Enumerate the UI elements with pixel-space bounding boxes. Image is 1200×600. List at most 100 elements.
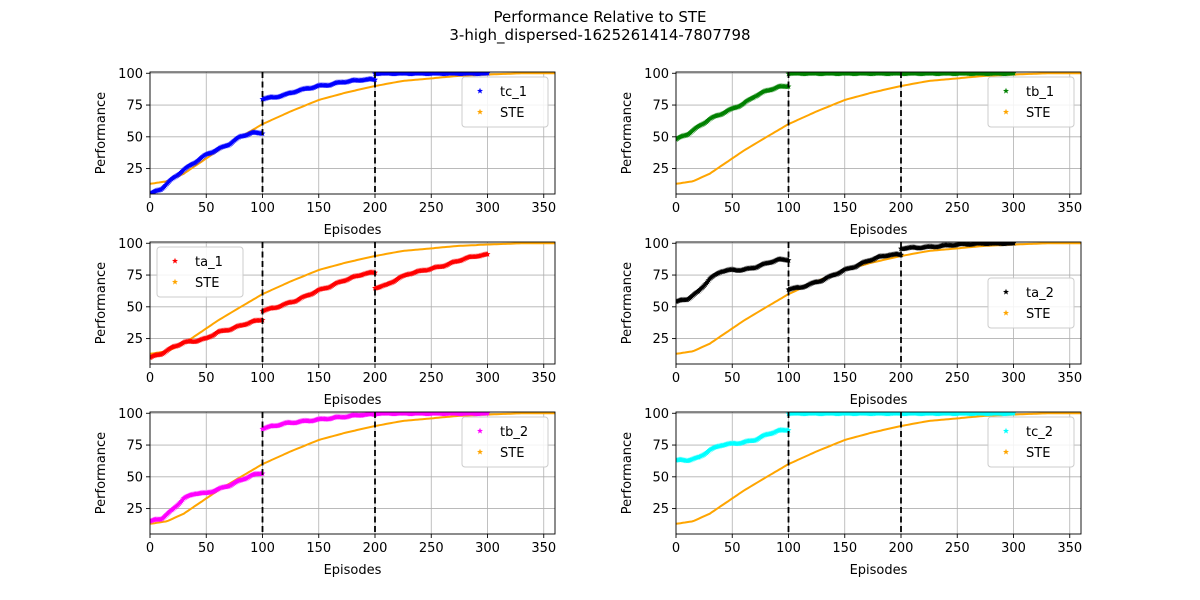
legend-label-STE: STE: [500, 106, 524, 121]
legend-label-STE: STE: [1026, 446, 1050, 461]
legend-label-ta_1: ta_1: [195, 255, 223, 270]
legend-marker-ta_2: [1003, 288, 1009, 295]
legend-box: [156, 246, 244, 298]
x-tick-label: 50: [724, 201, 741, 216]
y-tick-label: 25: [652, 332, 669, 347]
y-tick-label: 50: [126, 130, 143, 145]
y-tick-label: 25: [652, 502, 669, 517]
axes-frame: [149, 241, 556, 365]
y-tick-label: 100: [118, 407, 143, 422]
legend-marker-tb_2: [477, 427, 483, 434]
x-tick-label: 150: [306, 201, 331, 216]
x-tick-label: 300: [1001, 371, 1026, 386]
x-tick-label: 100: [776, 541, 801, 556]
x-axis-label: Episodes: [850, 563, 908, 578]
axes-frame: [675, 241, 1082, 365]
x-tick-label: 350: [1057, 201, 1082, 216]
x-tick-label: 0: [146, 541, 154, 556]
x-tick-label: 200: [889, 371, 914, 386]
y-tick-label: 100: [118, 237, 143, 252]
x-tick-label: 250: [945, 541, 970, 556]
plot-area: [676, 242, 1081, 355]
x-tick-label: 350: [1057, 371, 1082, 386]
plot-area: [150, 72, 555, 194]
legend-label-STE: STE: [1026, 307, 1050, 322]
legend-marker-STE: [477, 448, 483, 455]
legend-label-STE: STE: [195, 276, 219, 291]
x-tick-label: 100: [250, 201, 275, 216]
plot-area: [150, 242, 555, 361]
x-tick-label: 250: [945, 371, 970, 386]
legend-box: [987, 416, 1075, 468]
legend-label-tb_1: tb_1: [1026, 85, 1054, 100]
series-ta_1: [150, 251, 491, 361]
legend-marker-tc_2: [1003, 427, 1009, 434]
x-tick-label: 100: [776, 371, 801, 386]
x-tick-label: 100: [250, 541, 275, 556]
y-tick-label: 75: [126, 99, 143, 114]
data-point: [372, 76, 378, 83]
y-tick-label: 50: [652, 130, 669, 145]
legend-label-ta_2: ta_2: [1026, 286, 1054, 301]
legend-box: [461, 76, 549, 128]
legend-marker-tb_1: [1003, 87, 1009, 94]
subplot-2: 0 50 100 150 200 250 300 350 25 50 75 100 Episodes Pe…: [620, 67, 1082, 238]
series-tc_1: [150, 72, 491, 194]
x-tick-label: 50: [198, 201, 215, 216]
y-axis-label: Performance: [620, 262, 635, 344]
legend: ta_1 STE: [156, 246, 244, 298]
y-axis-label: Performance: [620, 92, 635, 174]
series-tc_2: [676, 412, 1017, 464]
x-tick-label: 300: [475, 541, 500, 556]
x-tick-label: 150: [306, 541, 331, 556]
x-tick-label: 250: [945, 201, 970, 216]
x-axis-label: Episodes: [324, 563, 382, 578]
x-tick-label: 150: [832, 541, 857, 556]
legend-marker-STE: [1003, 309, 1009, 316]
x-axis-label: Episodes: [850, 223, 908, 238]
x-tick-label: 50: [724, 541, 741, 556]
y-tick-label: 100: [644, 67, 669, 82]
y-tick-label: 50: [652, 300, 669, 315]
series-tb_1: [676, 72, 1017, 142]
x-tick-label: 150: [306, 371, 331, 386]
y-tick-label: 50: [652, 470, 669, 485]
legend-box: [987, 76, 1075, 128]
x-tick-label: 200: [363, 541, 388, 556]
x-axis-label: Episodes: [324, 393, 382, 408]
y-tick-label: 25: [126, 332, 143, 347]
data-point: [1010, 72, 1017, 76]
x-axis-label: Episodes: [324, 223, 382, 238]
y-tick-label: 25: [652, 162, 669, 177]
data-point: [1010, 242, 1017, 246]
series-ta_2: [676, 242, 1017, 305]
series-tb_2: [150, 412, 491, 524]
x-tick-label: 0: [146, 371, 154, 386]
x-tick-label: 0: [672, 541, 680, 556]
x-tick-label: 300: [475, 371, 500, 386]
figure-title: Performance Relative to STE: [493, 8, 707, 26]
y-tick-label: 50: [126, 300, 143, 315]
data-point: [484, 72, 491, 76]
legend-label-STE: STE: [1026, 106, 1050, 121]
y-axis-label: Performance: [94, 92, 109, 174]
data-point: [484, 251, 491, 257]
data-point: [785, 427, 792, 433]
legend-label-tc_2: tc_2: [1026, 425, 1053, 440]
x-tick-label: 0: [146, 201, 154, 216]
y-tick-label: 100: [644, 237, 669, 252]
y-tick-label: 75: [652, 269, 669, 284]
y-tick-label: 100: [118, 67, 143, 82]
axes-frame: [149, 411, 556, 535]
x-tick-label: 50: [198, 541, 215, 556]
axes-frame: [675, 71, 1082, 195]
x-tick-label: 150: [832, 201, 857, 216]
legend-label-tb_2: tb_2: [500, 425, 528, 440]
data-point: [785, 257, 792, 263]
legend-marker-STE: [477, 108, 483, 115]
plot-area: [676, 412, 1081, 525]
x-tick-label: 200: [363, 201, 388, 216]
x-tick-label: 0: [672, 201, 680, 216]
legend-box: [987, 277, 1075, 329]
